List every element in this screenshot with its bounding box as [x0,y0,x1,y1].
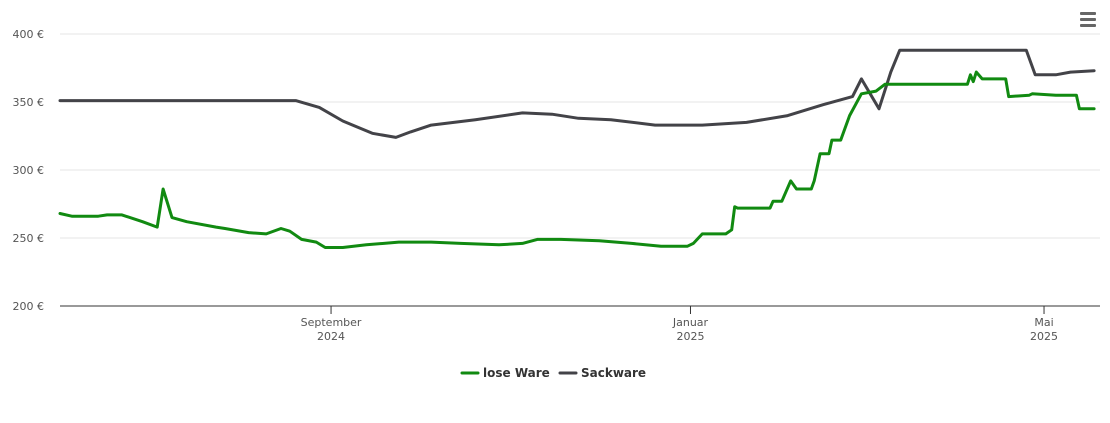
x-tick-year-label: 2024 [317,330,345,343]
legend-label: Sackware [581,366,646,380]
x-tick-year-label: 2025 [676,330,704,343]
series-line-lose-ware[interactable] [58,70,1096,249]
x-tick-label: Mai [1034,316,1053,329]
grid-lines [60,33,1100,239]
y-tick-label: 350 € [13,96,45,109]
y-tick-label: 250 € [13,232,45,245]
y-tick-label: 300 € [13,164,45,177]
x-tick-label: September [301,316,362,329]
series-line-sackware[interactable] [58,48,1096,139]
x-tick-year-label: 2025 [1030,330,1058,343]
legend-label: lose Ware [483,366,550,380]
y-tick-label: 200 € [13,300,45,313]
x-tick-label: Januar [672,316,709,329]
series-lines [58,48,1096,249]
hamburger-menu-icon[interactable] [1078,12,1100,32]
legend[interactable]: lose Ware Sackware [460,366,646,380]
y-tick-label: 400 € [13,28,45,41]
legend-item-lose-ware[interactable]: lose Ware [460,366,550,380]
y-axis-ticks: 200 € 250 € 300 € 350 € 400 € [13,28,45,313]
legend-item-sackware[interactable]: Sackware [558,366,646,380]
